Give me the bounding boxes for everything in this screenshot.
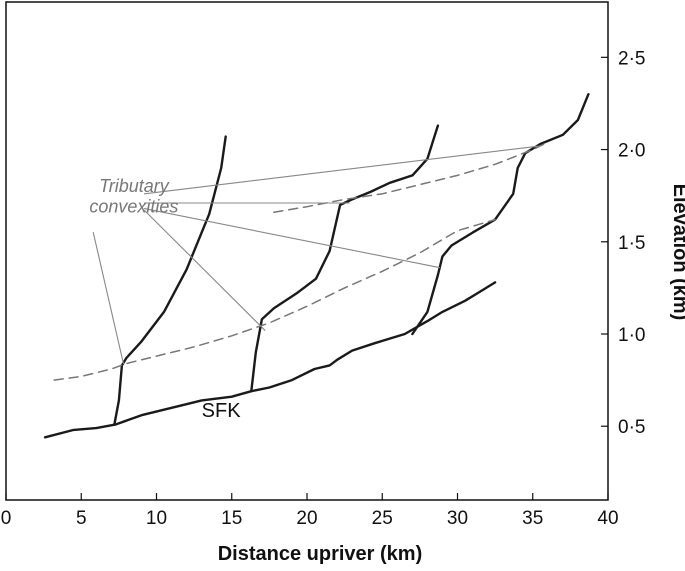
- annotation-tributary-convexities-1: convexities: [89, 196, 178, 216]
- series-line-leader-10: [92, 232, 124, 365]
- x-tick-label-30: 30: [447, 508, 468, 529]
- x-tick-label-35: 35: [522, 508, 543, 529]
- tick-layer: 0 5 10 15 20 25 30 35 40 0·5 1·0 1·5 2·0 2·5: [1, 48, 646, 529]
- series-line-solid-thick-1: [113, 135, 227, 426]
- x-tick-label-25: 25: [372, 508, 393, 529]
- series-line-solid-thick-2: [250, 124, 440, 393]
- annotation-tributary-convexities-0: Tributary: [99, 176, 170, 196]
- x-tick-label-40: 40: [597, 508, 618, 529]
- x-tick-label-5: 5: [76, 508, 87, 529]
- y-tick-label-3: 2·0: [618, 141, 645, 162]
- series-line-solid-thick-0: [43, 281, 497, 439]
- series-line-leader-7: [143, 145, 541, 195]
- y-tick-label-2: 1·5: [618, 233, 645, 254]
- x-axis-title: Distance upriver (km): [218, 543, 423, 565]
- y-tick-label-4: 2·5: [618, 48, 645, 69]
- series-line-dashed-5: [273, 141, 549, 214]
- x-tick-label-10: 10: [146, 508, 167, 529]
- series-label-sfk: SFK: [202, 400, 242, 422]
- series-line-leader-9: [143, 209, 266, 331]
- series-line-dashed-4: [53, 218, 496, 381]
- plot-frame: [5, 1, 609, 501]
- series-line-solid-thick-3: [411, 93, 590, 336]
- series-layer: [43, 93, 590, 439]
- x-tick-label-0: 0: [1, 508, 12, 529]
- y-tick-label-1: 1·0: [618, 325, 645, 346]
- x-tick-label-15: 15: [221, 508, 242, 529]
- y-axis-title: Elevation (km): [669, 184, 685, 321]
- x-tick-label-20: 20: [296, 508, 317, 529]
- series-line-leader-8: [143, 208, 440, 269]
- y-tick-label-0: 0·5: [618, 417, 645, 438]
